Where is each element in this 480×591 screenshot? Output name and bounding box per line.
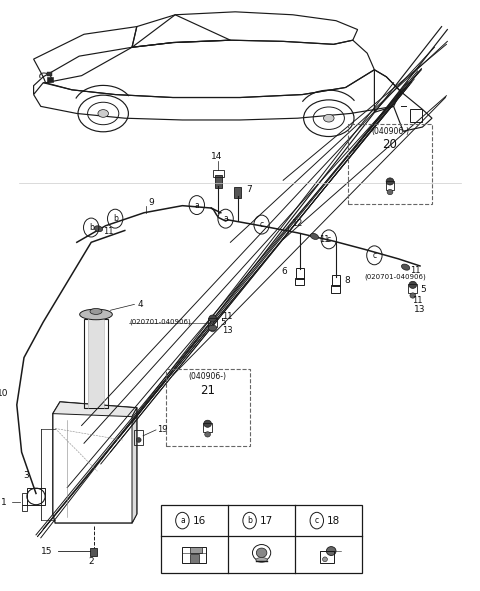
Text: c: c: [372, 251, 376, 260]
Text: 11: 11: [222, 311, 232, 321]
Text: a: a: [194, 200, 199, 210]
Ellipse shape: [136, 437, 141, 442]
Text: b: b: [89, 223, 94, 232]
Bar: [215, 175, 222, 188]
Bar: [332, 275, 340, 286]
Text: 13: 13: [222, 326, 232, 336]
Ellipse shape: [210, 326, 216, 332]
Bar: [408, 284, 417, 293]
Bar: [84, 319, 108, 408]
Text: c: c: [315, 516, 319, 525]
Ellipse shape: [209, 315, 216, 322]
Text: 1: 1: [0, 498, 6, 507]
Ellipse shape: [90, 309, 102, 314]
Text: 18: 18: [327, 515, 340, 525]
Text: 12: 12: [292, 219, 303, 228]
Ellipse shape: [256, 548, 267, 557]
Text: 11: 11: [410, 265, 421, 275]
Ellipse shape: [386, 178, 394, 185]
Text: 10: 10: [0, 388, 8, 398]
Text: c: c: [260, 220, 264, 229]
Ellipse shape: [324, 115, 334, 122]
Text: 4: 4: [138, 300, 144, 309]
Ellipse shape: [410, 293, 416, 298]
Ellipse shape: [98, 110, 108, 117]
Bar: [166, 369, 250, 446]
Text: 5: 5: [420, 285, 426, 294]
Text: 16: 16: [192, 515, 206, 525]
Bar: [410, 109, 422, 122]
Text: 8: 8: [345, 275, 350, 285]
Text: b: b: [247, 516, 252, 525]
Text: a: a: [223, 214, 228, 223]
Bar: [190, 554, 199, 563]
Bar: [208, 318, 217, 327]
Bar: [295, 278, 304, 285]
Bar: [234, 187, 241, 198]
Bar: [296, 268, 304, 279]
Text: (020701-040906): (020701-040906): [365, 274, 427, 280]
Text: 20: 20: [383, 138, 397, 151]
Ellipse shape: [94, 226, 103, 232]
Polygon shape: [132, 408, 137, 523]
Ellipse shape: [323, 557, 327, 561]
Bar: [348, 124, 432, 204]
Ellipse shape: [326, 547, 336, 556]
Text: a: a: [180, 516, 185, 525]
Bar: [386, 181, 395, 190]
Ellipse shape: [310, 233, 319, 239]
Text: 5: 5: [220, 317, 226, 327]
Ellipse shape: [401, 264, 410, 270]
Bar: [190, 547, 202, 553]
Ellipse shape: [204, 431, 210, 437]
Text: (040906-): (040906-): [189, 372, 227, 381]
Text: 21: 21: [200, 384, 215, 397]
Ellipse shape: [208, 325, 217, 331]
Text: b: b: [113, 214, 118, 223]
Text: 2: 2: [88, 557, 94, 566]
Text: 9: 9: [149, 197, 155, 207]
Text: (020701-040906): (020701-040906): [130, 319, 192, 325]
Bar: [27, 488, 45, 505]
Text: (040906-): (040906-): [371, 126, 409, 136]
Bar: [87, 319, 104, 408]
Text: 19: 19: [157, 426, 168, 434]
Text: 11: 11: [319, 235, 330, 244]
Ellipse shape: [256, 557, 267, 562]
Text: c: c: [327, 235, 331, 244]
Text: 14: 14: [211, 152, 223, 161]
Bar: [47, 72, 52, 76]
Text: 17: 17: [260, 515, 273, 525]
Bar: [22, 493, 27, 505]
Text: 3: 3: [23, 471, 29, 480]
Ellipse shape: [409, 281, 417, 288]
Bar: [134, 430, 143, 444]
Bar: [182, 547, 206, 563]
Text: 13: 13: [414, 305, 425, 314]
Ellipse shape: [387, 189, 393, 195]
Bar: [213, 170, 224, 177]
Bar: [90, 548, 97, 556]
Bar: [320, 551, 334, 563]
Text: 7: 7: [246, 184, 252, 194]
Text: 15: 15: [41, 547, 53, 556]
Text: 11: 11: [103, 227, 114, 236]
Ellipse shape: [204, 420, 211, 427]
Text: 6: 6: [281, 267, 287, 277]
Bar: [22, 505, 27, 511]
Bar: [204, 423, 212, 432]
Bar: [331, 285, 340, 293]
Bar: [47, 77, 53, 82]
Text: 11: 11: [412, 296, 422, 305]
Polygon shape: [53, 402, 137, 417]
Ellipse shape: [80, 309, 112, 320]
Bar: [161, 505, 362, 573]
